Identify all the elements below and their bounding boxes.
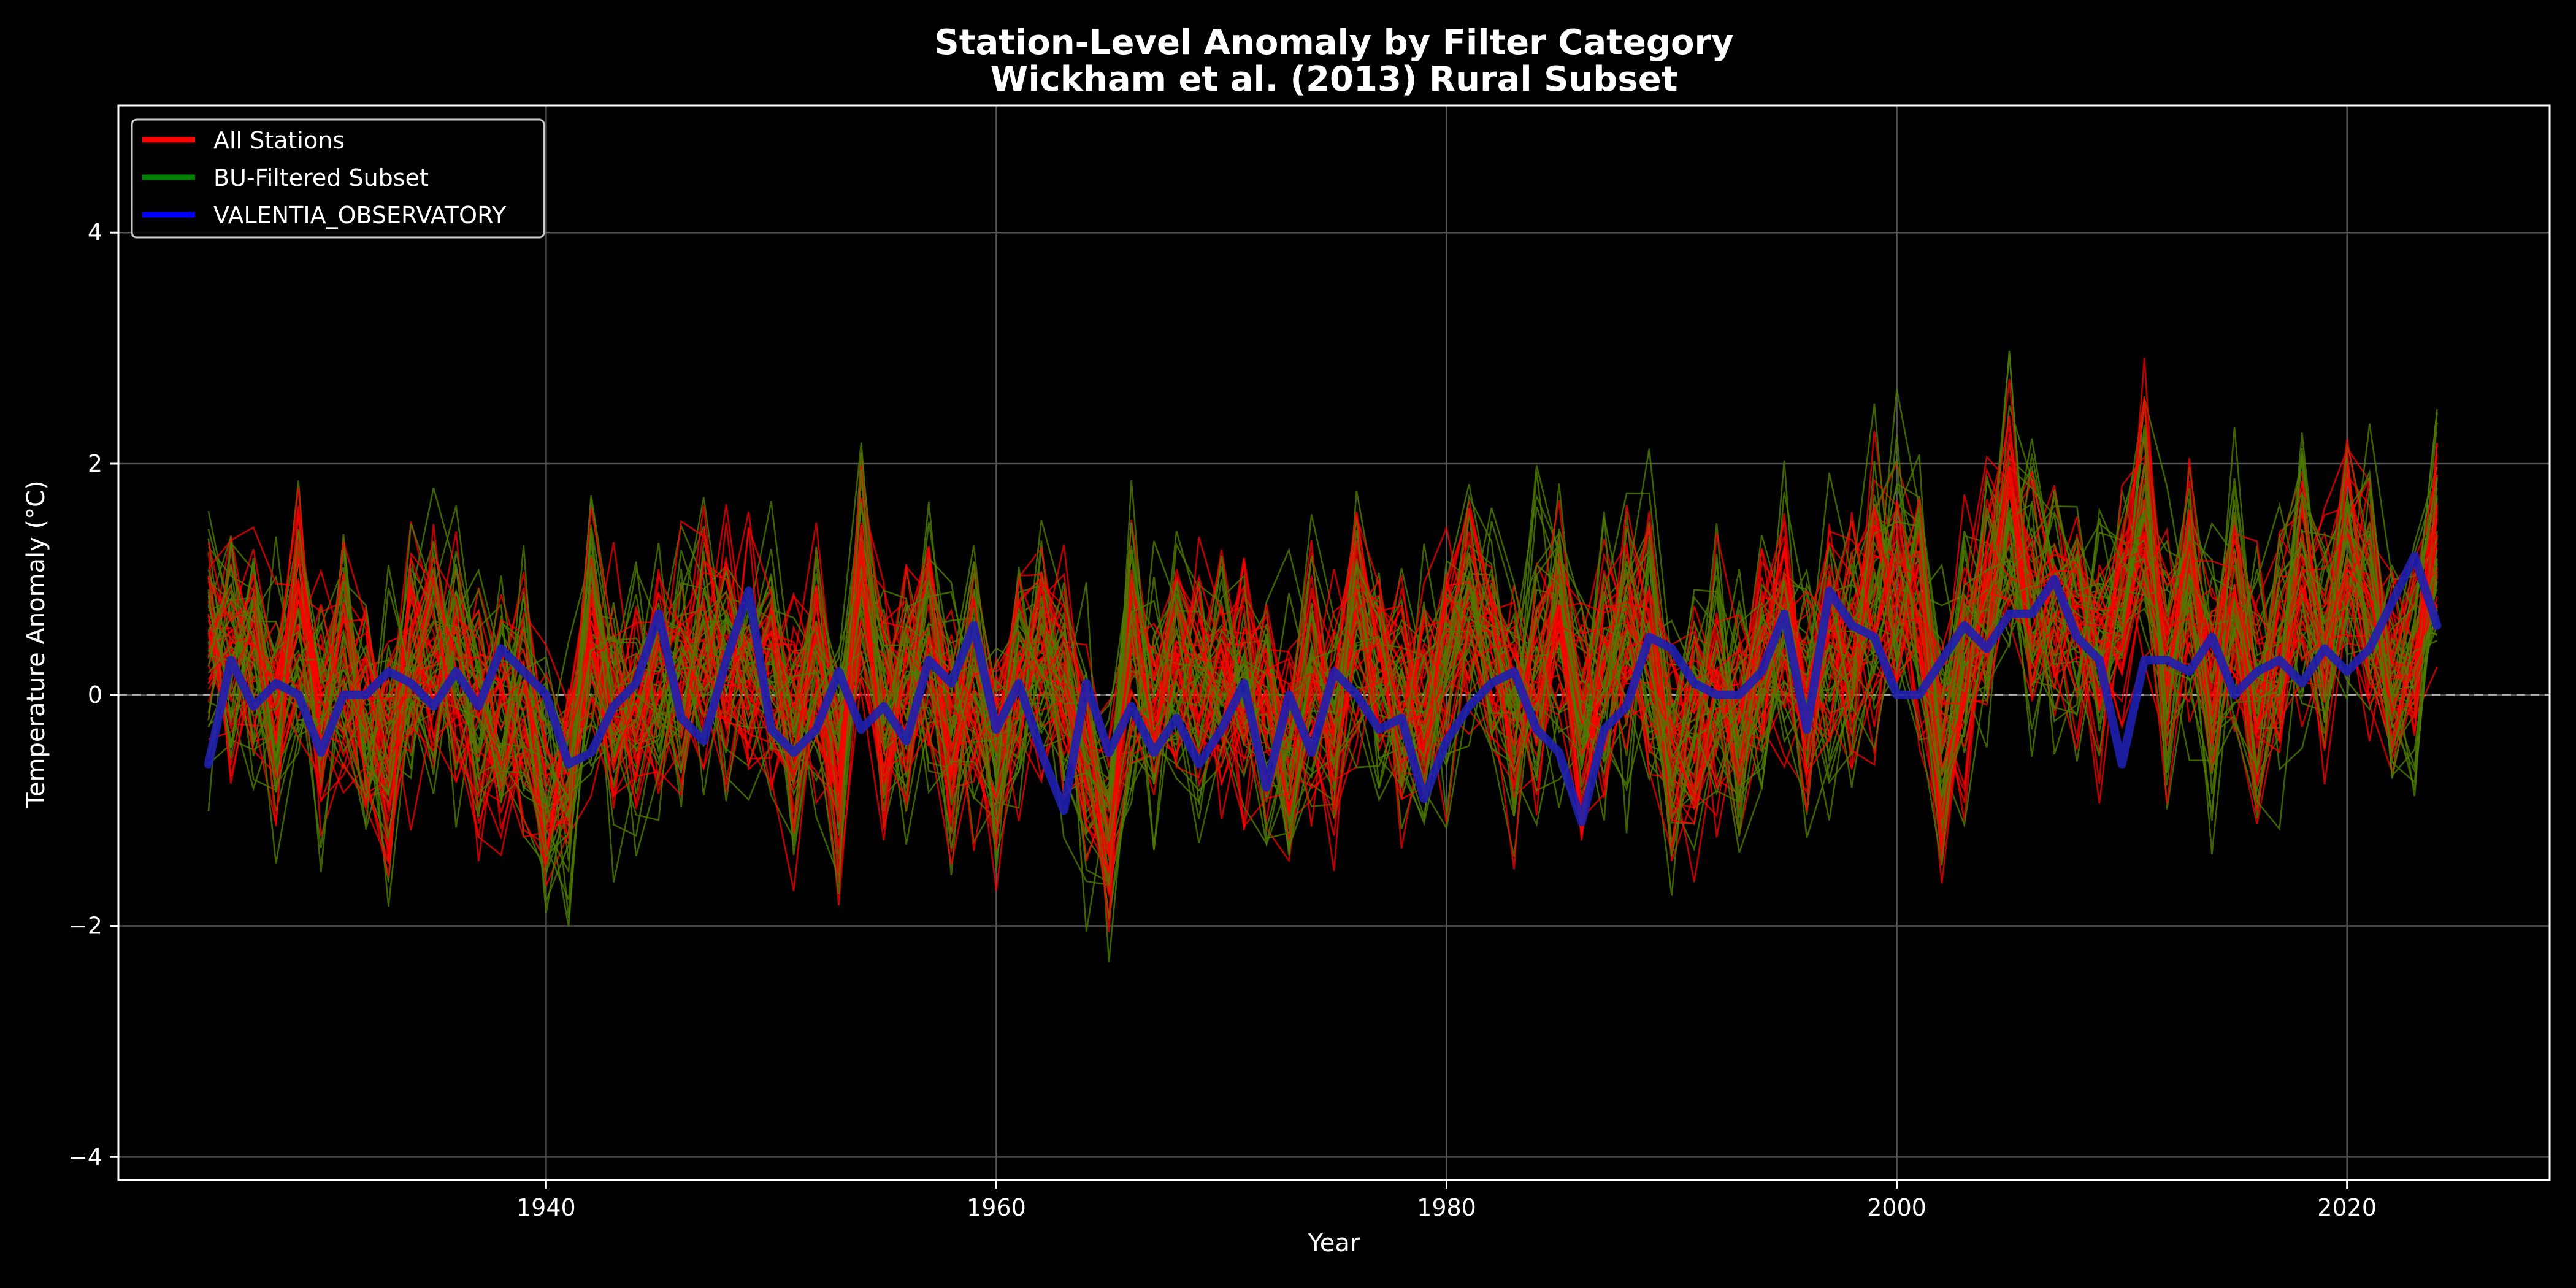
- y-tick-label: 2: [88, 450, 102, 477]
- y-tick-label: −4: [68, 1143, 102, 1170]
- x-tick-label: 2020: [2317, 1194, 2377, 1221]
- all-stations-line: [207, 455, 2438, 836]
- x-tick-label: 2000: [1867, 1194, 1926, 1221]
- plot-frame: [117, 104, 2551, 1181]
- legend-box: [131, 118, 545, 239]
- y-tick-label: 4: [88, 219, 102, 246]
- x-axis-ticks: 1940 1960 1980 2000 2020: [516, 1180, 2377, 1221]
- valentia-line: [204, 551, 2442, 826]
- x-axis-label: Year: [1308, 1229, 1360, 1257]
- chart-title: Station-Level Anomaly by Filter Category: [934, 23, 1733, 63]
- bu-filtered-line: [207, 436, 2438, 856]
- legend-label-bu-filtered: BU-Filtered Subset: [213, 164, 429, 191]
- y-tick-label: −2: [68, 913, 102, 940]
- y-axis-ticks: −4 −2 0 2 4: [68, 219, 118, 1170]
- legend-label-valentia: VALENTIA_OBSERVATORY: [213, 202, 507, 229]
- x-tick-label: 1960: [967, 1194, 1026, 1221]
- legend: All Stations BU-Filtered Subset VALENTIA…: [131, 118, 545, 239]
- bu-filtered-line: [207, 510, 2438, 857]
- x-tick-label: 1940: [516, 1194, 576, 1221]
- bu-filtered-line: [207, 442, 2438, 886]
- chart-subtitle: Wickham et al. (2013) Rural Subset: [991, 59, 1678, 99]
- y-tick-label: 0: [88, 681, 102, 708]
- valentia-series: [204, 551, 2442, 826]
- y-axis-label: Temperature Anomaly (°C): [22, 480, 50, 808]
- x-tick-label: 1980: [1417, 1194, 1476, 1221]
- legend-label-all-stations: All Stations: [213, 127, 345, 154]
